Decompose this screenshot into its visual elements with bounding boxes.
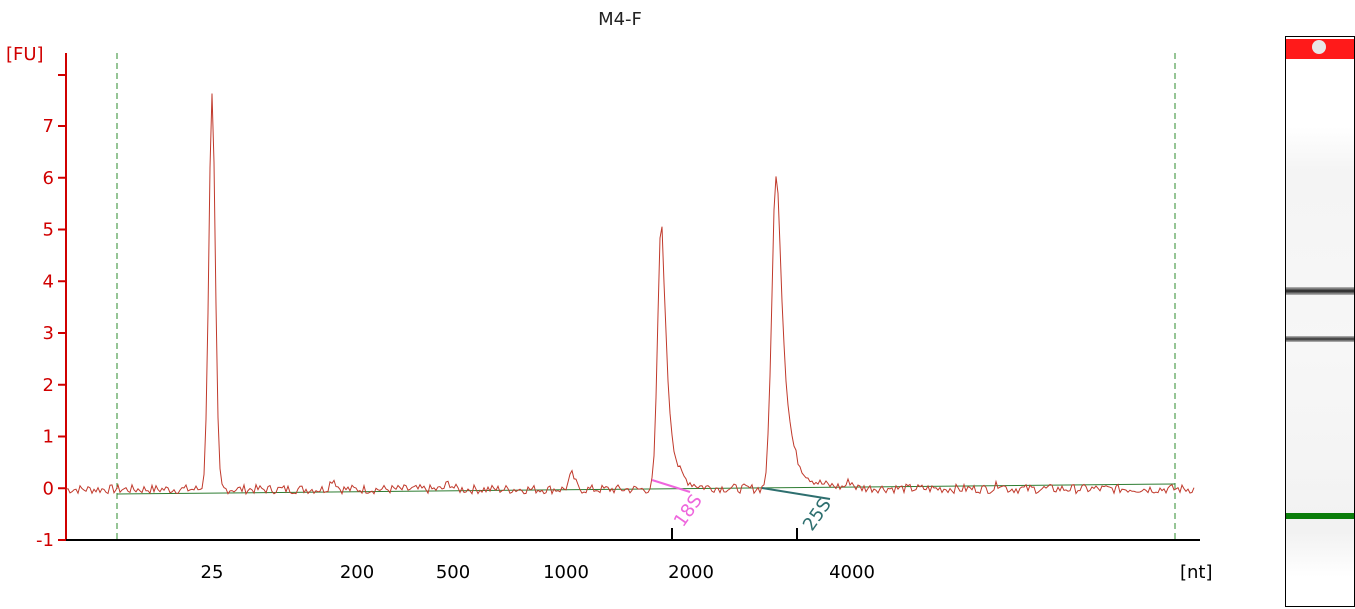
peak-label-18s: 18S bbox=[670, 491, 707, 531]
chart-title: M4-F bbox=[598, 9, 642, 30]
y-tick-label: -1 bbox=[36, 530, 54, 551]
peak-label-25s: 25S bbox=[799, 495, 836, 535]
signal-trace bbox=[65, 93, 1195, 496]
x-tick-label: 2000 bbox=[668, 562, 714, 583]
x-tick-label: 500 bbox=[436, 562, 470, 583]
gel-band-18s bbox=[1286, 336, 1354, 342]
peak-18s-marker bbox=[651, 479, 691, 493]
x-axis-label: [nt] bbox=[1180, 562, 1213, 583]
y-tick-label: 6 bbox=[43, 168, 54, 189]
y-axis: -1 0 1 2 3 4 5 6 7 bbox=[36, 53, 67, 551]
x-tick-label: 4000 bbox=[829, 562, 875, 583]
y-tick-label: 0 bbox=[43, 478, 54, 499]
peak-25s-marker bbox=[761, 487, 831, 500]
x-tick-label: 200 bbox=[340, 562, 374, 583]
y-tick-label: 4 bbox=[43, 271, 54, 292]
gel-image bbox=[1285, 36, 1355, 607]
y-tick-label: 5 bbox=[43, 220, 54, 241]
gel-well-dot bbox=[1312, 40, 1326, 54]
x-tick-label: 25 bbox=[201, 562, 224, 583]
gel-marker-band bbox=[1286, 513, 1354, 519]
y-tick-label: 1 bbox=[43, 427, 54, 448]
y-axis-label: [FU] bbox=[6, 44, 44, 65]
gel-lane-background bbox=[1286, 127, 1354, 577]
baseline-line bbox=[116, 483, 1176, 495]
x-tick-label: 1000 bbox=[543, 562, 589, 583]
x-axis: 25 200 500 1000 2000 4000 bbox=[66, 528, 1200, 583]
y-tick-label: 3 bbox=[43, 323, 54, 344]
gel-band-25s bbox=[1286, 287, 1354, 295]
y-tick-label: 7 bbox=[43, 116, 54, 137]
electropherogram-chart: M4-F -1 0 1 2 3 4 5 6 7 25 200 500 1000 2000 4000 [FU… bbox=[6, 9, 1213, 583]
y-tick-label: 2 bbox=[43, 375, 54, 396]
